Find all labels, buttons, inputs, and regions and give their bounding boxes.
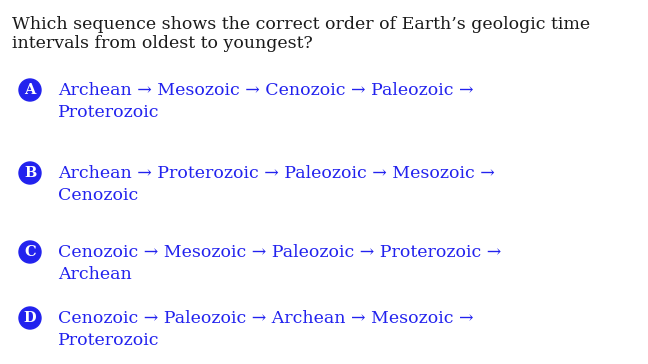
Text: Cenozoic → Paleozoic → Archean → Mesozoic →: Cenozoic → Paleozoic → Archean → Mesozoi…: [58, 310, 474, 327]
Text: intervals from oldest to youngest?: intervals from oldest to youngest?: [12, 35, 313, 52]
Text: Which sequence shows the correct order of Earth’s geologic time: Which sequence shows the correct order o…: [12, 16, 590, 33]
Text: Archean → Proterozoic → Paleozoic → Mesozoic →: Archean → Proterozoic → Paleozoic → Meso…: [58, 165, 495, 182]
Text: B: B: [24, 166, 36, 180]
Text: Archean: Archean: [58, 266, 132, 283]
Circle shape: [19, 241, 41, 263]
Text: Cenozoic: Cenozoic: [58, 187, 138, 204]
Text: A: A: [25, 83, 36, 97]
Text: C: C: [24, 245, 36, 259]
Text: D: D: [24, 311, 36, 325]
Circle shape: [19, 307, 41, 329]
Text: Proterozoic: Proterozoic: [58, 332, 159, 349]
Text: Cenozoic → Mesozoic → Paleozoic → Proterozoic →: Cenozoic → Mesozoic → Paleozoic → Proter…: [58, 244, 502, 261]
Circle shape: [19, 162, 41, 184]
Text: Archean → Mesozoic → Cenozoic → Paleozoic →: Archean → Mesozoic → Cenozoic → Paleozoi…: [58, 82, 474, 99]
Circle shape: [19, 79, 41, 101]
Text: Proterozoic: Proterozoic: [58, 104, 159, 121]
